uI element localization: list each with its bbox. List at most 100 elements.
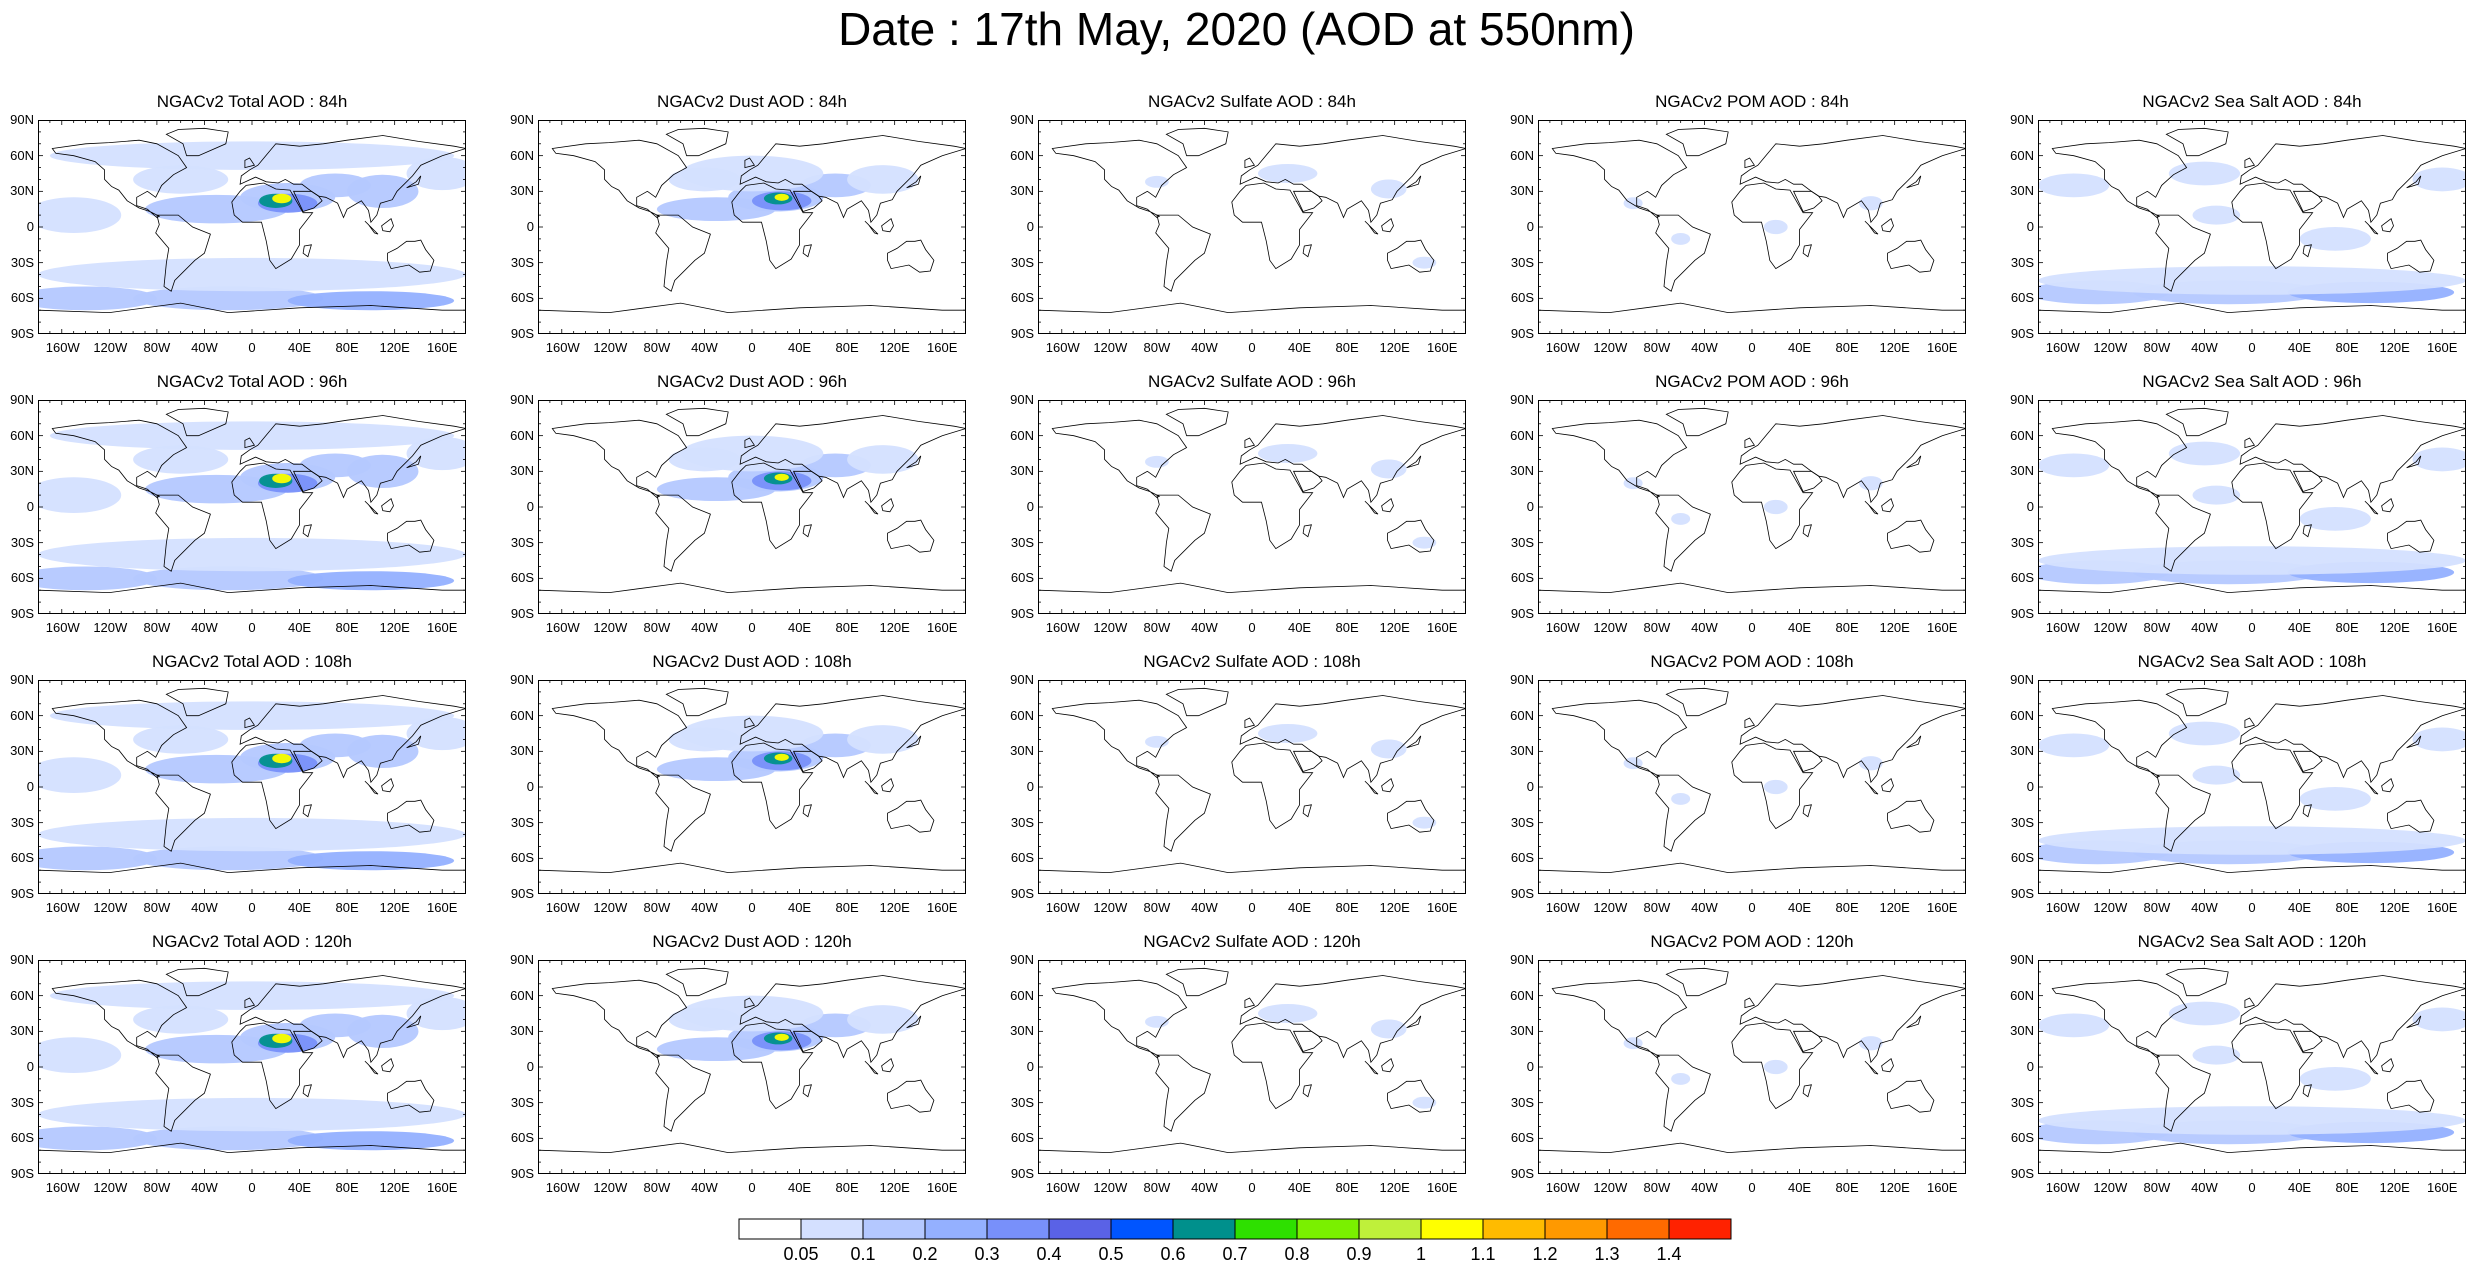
lon-tick-label: 0: [248, 620, 256, 635]
lon-tick-label: 80W: [2143, 620, 2171, 635]
coastline: [1155, 494, 1211, 572]
coastline: [1364, 220, 1379, 235]
aod-contour: [1671, 232, 1691, 245]
coastline: [864, 1060, 879, 1075]
world-map: [1538, 120, 1966, 334]
lon-tick-label: 120E: [1379, 900, 1410, 915]
lon-tick-label: 160E: [1927, 340, 1958, 355]
lat-tick-label: 90N: [10, 952, 34, 967]
aod-contour: [1671, 512, 1691, 525]
panel-title: NGACv2 Sulfate AOD : 84h: [1148, 92, 1356, 111]
aod-contour: [2168, 441, 2241, 466]
coastline: [551, 139, 688, 218]
world-map: [1538, 680, 1966, 894]
lon-tick-label: 0: [1248, 620, 1256, 635]
coastline: [51, 979, 188, 1058]
coastline: [302, 1084, 312, 1098]
coastline: [731, 742, 814, 830]
world-map: [2038, 680, 2466, 894]
coastline: [1292, 750, 1323, 772]
lon-tick-label: 120W: [1593, 1180, 1628, 1195]
lon-tick-label: 120W: [1593, 340, 1628, 355]
aod-contour: [668, 447, 741, 472]
lon-tick-label: 160W: [45, 340, 80, 355]
aod-contour: [38, 286, 157, 311]
lon-tick-label: 40W: [191, 620, 218, 635]
lat-tick-label: 60N: [1010, 987, 1034, 1003]
coastline: [2406, 1015, 2422, 1029]
colorbar-swatch: [924, 1218, 988, 1240]
coastline: [864, 220, 879, 235]
lat-tick-label: 60N: [10, 147, 34, 163]
lon-tick-label: 120W: [1593, 900, 1628, 915]
lon-tick-label: 160W: [1045, 1180, 1080, 1195]
lat-tick-label: 90N: [1010, 672, 1034, 687]
lat-tick-label: 60N: [510, 987, 534, 1003]
lat-tick-label: 30S: [510, 1094, 534, 1110]
lat-tick-label: 60N: [1510, 147, 1534, 163]
aod-contour: [1412, 256, 1437, 269]
lat-tick-label: 60S: [510, 850, 534, 866]
lat-tick-label: 90S: [2010, 326, 2034, 341]
coastline: [1231, 182, 1314, 270]
lon-tick-label: 120E: [1879, 620, 1910, 635]
colorbar-swatch: [1172, 1218, 1236, 1240]
colorbar-label: 0.8: [1284, 1244, 1309, 1264]
coastline: [1302, 804, 1312, 818]
lat-tick-label: 0: [1026, 779, 1034, 794]
lon-tick-label: 160W: [1545, 900, 1580, 915]
panel-title: NGACv2 Sulfate AOD : 120h: [1143, 932, 1361, 951]
aod-contour: [774, 1033, 789, 1041]
coastline: [2292, 470, 2323, 492]
aod-contour: [668, 1007, 741, 1032]
lat-tick-label: 90N: [2010, 952, 2034, 967]
lat-tick-label: 90S: [1010, 606, 1034, 621]
coastline: [1744, 157, 1756, 169]
coastline: [538, 1142, 966, 1174]
lat-tick-label: 0: [2026, 219, 2034, 234]
panel-title: NGACv2 Sea Salt AOD : 120h: [2137, 932, 2367, 951]
lon-tick-label: 80W: [143, 1180, 171, 1195]
coastline: [1239, 415, 1466, 504]
lon-tick-label: 80E: [335, 620, 359, 635]
lon-tick-label: 0: [1748, 620, 1756, 635]
aod-contour: [1370, 1019, 1407, 1039]
coastline: [1881, 498, 1894, 513]
lat-tick-label: 30N: [1510, 1023, 1534, 1039]
lat-tick-label: 90S: [1510, 1166, 1534, 1181]
lon-tick-label: 80E: [2335, 900, 2359, 915]
lon-tick-label: 40W: [2191, 900, 2218, 915]
map-panel: NGACv2 Sulfate AOD : 96h 90N 60N 30N 0 30S 60S…: [1010, 372, 1478, 642]
lon-tick-label: 120E: [1379, 1180, 1410, 1195]
aod-contour: [1859, 1036, 1883, 1051]
coastline: [1155, 774, 1211, 852]
coastline: [1864, 1060, 1879, 1075]
coastline: [302, 524, 312, 538]
lon-tick-label: 40W: [1191, 1180, 1218, 1195]
lon-tick-label: 80E: [1835, 1180, 1859, 1195]
coastline: [1155, 214, 1211, 292]
lon-tick-label: 120E: [379, 340, 410, 355]
lat-tick-label: 90N: [1510, 392, 1534, 407]
lon-tick-label: 0: [2248, 1180, 2256, 1195]
lon-tick-label: 0: [1748, 1180, 1756, 1195]
coastline: [1244, 717, 1256, 729]
aod-contour: [38, 846, 157, 871]
aod-contour: [2038, 1106, 2466, 1135]
lat-tick-label: 60S: [2010, 850, 2034, 866]
lat-tick-label: 60S: [510, 290, 534, 306]
lon-tick-label: 120W: [593, 1180, 628, 1195]
panel-title: NGACv2 POM AOD : 120h: [1650, 932, 1854, 951]
lat-tick-label: 0: [526, 779, 534, 794]
coastline: [155, 214, 211, 292]
world-map: [1538, 960, 1966, 1174]
lat-tick-label: 30S: [510, 534, 534, 550]
lat-tick-label: 30S: [10, 254, 34, 270]
panel-title: NGACv2 Total AOD : 84h: [156, 92, 348, 111]
aod-contour: [1763, 779, 1788, 795]
panel-title: NGACv2 Total AOD : 108h: [151, 652, 352, 671]
lon-tick-label: 120W: [1093, 340, 1128, 355]
colorbar-label: 0.7: [1222, 1244, 1247, 1264]
coastline: [387, 799, 435, 833]
coastline: [1551, 419, 1688, 498]
